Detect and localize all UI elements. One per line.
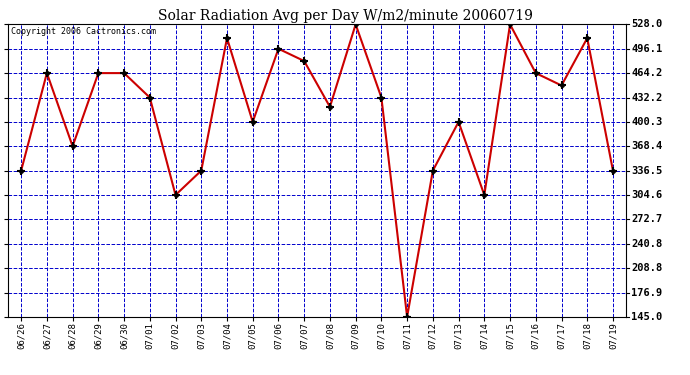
Text: Copyright 2006 Cactronics.com: Copyright 2006 Cactronics.com bbox=[11, 27, 157, 36]
Text: 368.4: 368.4 bbox=[631, 141, 662, 151]
Text: 145.0: 145.0 bbox=[631, 312, 662, 322]
Text: 304.6: 304.6 bbox=[631, 190, 662, 200]
Text: 496.1: 496.1 bbox=[631, 44, 662, 54]
Text: 240.8: 240.8 bbox=[631, 239, 662, 249]
Text: 464.2: 464.2 bbox=[631, 68, 662, 78]
Text: 176.9: 176.9 bbox=[631, 288, 662, 297]
Text: 272.7: 272.7 bbox=[631, 214, 662, 224]
Text: 336.5: 336.5 bbox=[631, 166, 662, 176]
Text: 432.2: 432.2 bbox=[631, 93, 662, 102]
Text: Solar Radiation Avg per Day W/m2/minute 20060719: Solar Radiation Avg per Day W/m2/minute … bbox=[157, 9, 533, 23]
Text: 208.8: 208.8 bbox=[631, 263, 662, 273]
Text: 400.3: 400.3 bbox=[631, 117, 662, 127]
Text: 528.0: 528.0 bbox=[631, 20, 662, 29]
